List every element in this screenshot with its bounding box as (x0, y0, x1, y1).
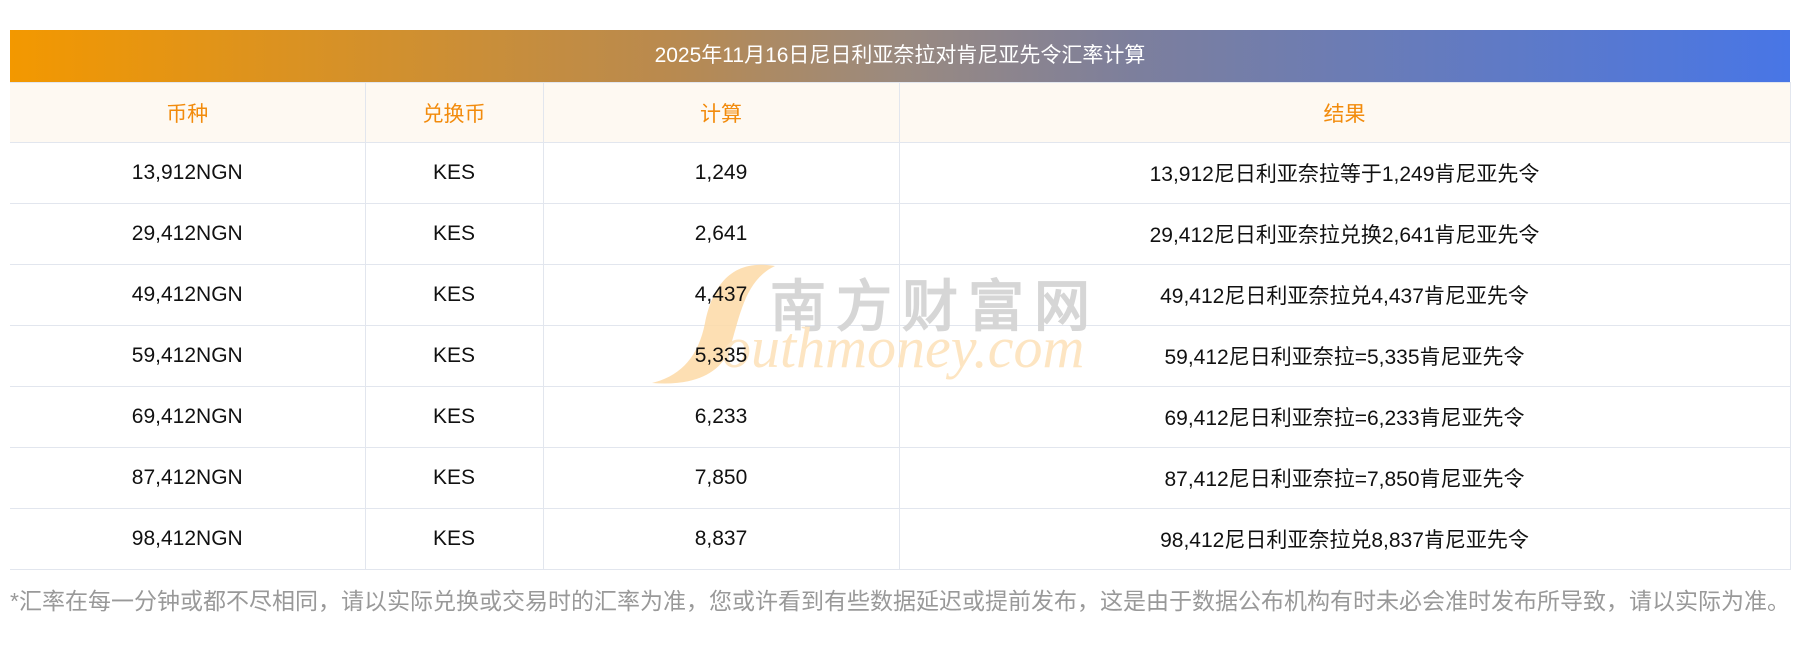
cell-result: 59,412尼日利亚奈拉=5,335肯尼亚先令 (898, 325, 1791, 387)
cell-calc: 7,850 (542, 447, 900, 509)
cell-target: KES (364, 386, 544, 448)
cell-currency: 59,412NGN (10, 325, 366, 387)
table-row: 59,412NGN KES 5,335 59,412尼日利亚奈拉=5,335肯尼… (10, 325, 1791, 387)
table-row: 49,412NGN KES 4,437 49,412尼日利亚奈拉兑4,437肯尼… (10, 264, 1791, 326)
cell-currency: 29,412NGN (10, 203, 366, 265)
table-row: 69,412NGN KES 6,233 69,412尼日利亚奈拉=6,233肯尼… (10, 386, 1791, 448)
cell-currency: 87,412NGN (10, 447, 366, 509)
cell-result: 29,412尼日利亚奈拉兑换2,641肯尼亚先令 (898, 203, 1791, 265)
header-calculation: 计算 (542, 82, 900, 143)
header-currency: 币种 (10, 82, 366, 143)
cell-calc: 1,249 (542, 142, 900, 204)
cell-calc: 8,837 (542, 508, 900, 570)
table-row: 29,412NGN KES 2,641 29,412尼日利亚奈拉兑换2,641肯… (10, 203, 1791, 265)
exchange-table-container: 2025年11月16日尼日利亚奈拉对肯尼亚先令汇率计算 币种 兑换币 计算 结果… (10, 30, 1791, 570)
cell-target: KES (364, 325, 544, 387)
cell-result: 98,412尼日利亚奈拉兑8,837肯尼亚先令 (898, 508, 1791, 570)
cell-currency: 98,412NGN (10, 508, 366, 570)
table-row: 87,412NGN KES 7,850 87,412尼日利亚奈拉=7,850肯尼… (10, 447, 1791, 509)
cell-currency: 13,912NGN (10, 142, 366, 204)
cell-result: 69,412尼日利亚奈拉=6,233肯尼亚先令 (898, 386, 1791, 448)
cell-calc: 5,335 (542, 325, 900, 387)
cell-target: KES (364, 264, 544, 326)
cell-calc: 4,437 (542, 264, 900, 326)
cell-result: 49,412尼日利亚奈拉兑4,437肯尼亚先令 (898, 264, 1791, 326)
table-row: 98,412NGN KES 8,837 98,412尼日利亚奈拉兑8,837肯尼… (10, 508, 1791, 570)
cell-calc: 6,233 (542, 386, 900, 448)
cell-result: 87,412尼日利亚奈拉=7,850肯尼亚先令 (898, 447, 1791, 509)
cell-calc: 2,641 (542, 203, 900, 265)
cell-target: KES (364, 508, 544, 570)
header-target-currency: 兑换币 (364, 82, 544, 143)
table-title: 2025年11月16日尼日利亚奈拉对肯尼亚先令汇率计算 (10, 30, 1790, 82)
disclaimer-note: *汇率在每一分钟或都不尽相同，请以实际兑换或交易时的汇率为准，您或许看到有些数据… (10, 588, 1790, 614)
table-header-row: 币种 兑换币 计算 结果 (10, 82, 1791, 143)
cell-currency: 69,412NGN (10, 386, 366, 448)
cell-target: KES (364, 447, 544, 509)
header-result: 结果 (898, 82, 1791, 143)
cell-target: KES (364, 142, 544, 204)
cell-result: 13,912尼日利亚奈拉等于1,249肯尼亚先令 (898, 142, 1791, 204)
cell-currency: 49,412NGN (10, 264, 366, 326)
exchange-rate-table: 币种 兑换币 计算 结果 13,912NGN KES 1,249 13,912尼… (10, 82, 1791, 570)
cell-target: KES (364, 203, 544, 265)
table-row: 13,912NGN KES 1,249 13,912尼日利亚奈拉等于1,249肯… (10, 142, 1791, 204)
